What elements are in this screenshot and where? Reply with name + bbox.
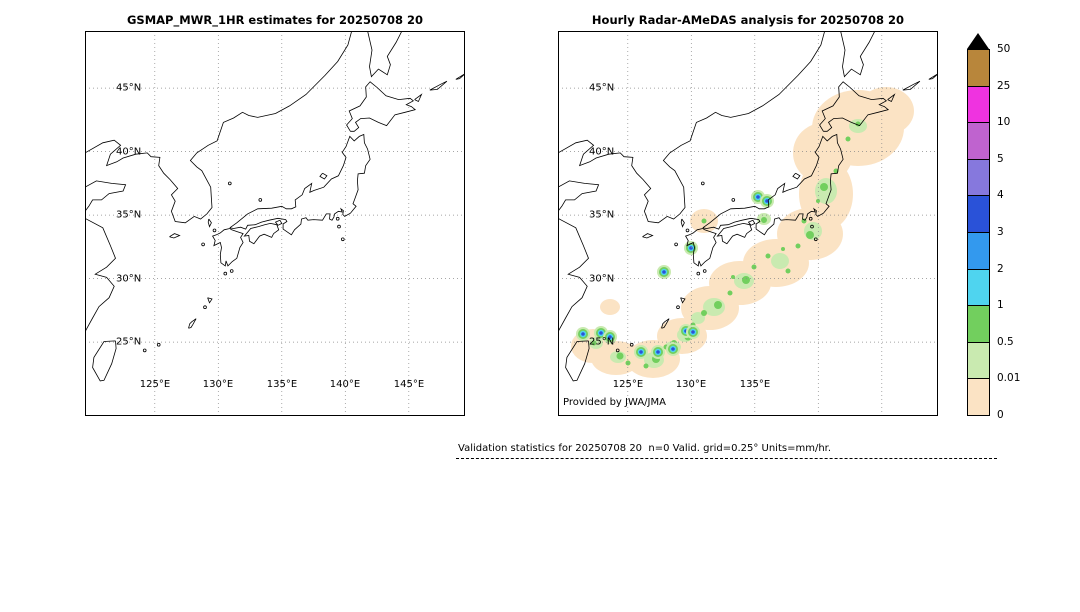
lon-tick: 130°E	[202, 379, 234, 390]
lat-tick: 30°N	[589, 273, 615, 285]
lon-tick: 130°E	[675, 379, 707, 390]
colorbar-tick-label: 0	[997, 409, 1004, 421]
lat-tick: 25°N	[116, 336, 142, 348]
colorbar-tick-label: 10	[997, 116, 1011, 128]
lat-tick: 45°N	[589, 82, 615, 94]
lon-tick: 125°E	[139, 379, 171, 390]
radar-map-canvas	[558, 31, 938, 416]
grid-layer	[85, 31, 465, 416]
colorbar-overflow-triangle-icon	[967, 33, 989, 49]
validation-stats-text: Validation statistics for 20250708 20 n=…	[458, 443, 832, 454]
colorbar-tick-label: 0.5	[997, 336, 1014, 348]
lon-tick: 145°E	[393, 379, 425, 390]
colorbar-segment	[967, 378, 990, 416]
colorbar-tick-label: 25	[997, 80, 1011, 92]
colorbar-segment	[967, 268, 990, 307]
gsmap-panel-title: GSMAP_MWR_1HR estimates for 20250708 20	[126, 13, 424, 27]
map-frame	[558, 31, 938, 416]
coast-layer	[85, 31, 465, 382]
colorbar-tick-label: 50	[997, 43, 1011, 55]
colorbar-segment	[967, 341, 990, 380]
lat-tick: 35°N	[116, 209, 142, 221]
colorbar-tick-label: 4	[997, 189, 1004, 201]
lon-tick: 135°E	[266, 379, 298, 390]
colorbar-segment	[967, 231, 990, 270]
colorbar-segment	[967, 122, 990, 160]
colorbar-tick-label: 5	[997, 153, 1004, 165]
precip-layer	[571, 87, 914, 378]
lon-tick: 125°E	[612, 379, 644, 390]
gsmap-map-canvas	[85, 31, 465, 416]
map-frame	[85, 31, 465, 416]
gsmap-map-panel: 45°N 40°N 35°N 30°N 25°N 125°E 130°E 135…	[85, 31, 465, 416]
lon-tick: 135°E	[739, 379, 771, 390]
colorbar-tick-label: 1	[997, 299, 1004, 311]
colorbar: 50 25 10 5 4 3 2 1 0.5 0.01 0	[967, 33, 1020, 421]
dashed-separator	[456, 458, 997, 459]
lat-tick: 40°N	[589, 146, 615, 158]
data-credit-text: Provided by JWA/JMA	[563, 397, 666, 408]
radar-map-panel: 45°N 40°N 35°N 30°N 25°N 125°E 130°E 135…	[558, 31, 938, 416]
colorbar-tick-label: 2	[997, 263, 1004, 275]
lon-tick: 140°E	[329, 379, 361, 390]
colorbar-tick-label: 0.01	[997, 372, 1021, 384]
lat-tick: 35°N	[589, 209, 615, 221]
colorbar-segment	[967, 49, 990, 87]
colorbar-segment	[967, 85, 990, 124]
lat-tick: 30°N	[116, 273, 142, 285]
lat-tick: 40°N	[116, 146, 142, 158]
colorbar-tick-label: 3	[997, 226, 1004, 238]
radar-panel-title: Hourly Radar-AMeDAS analysis for 2025070…	[591, 13, 905, 27]
colorbar-segment	[967, 158, 990, 197]
lat-tick: 45°N	[116, 82, 142, 94]
lat-tick: 25°N	[589, 336, 615, 348]
colorbar-segment	[967, 195, 990, 233]
coast-layer	[558, 31, 938, 382]
colorbar-segment	[967, 305, 990, 343]
colorbar-scale: 50 25 10 5 4 3 2 1 0.5 0.01 0	[967, 43, 1020, 421]
